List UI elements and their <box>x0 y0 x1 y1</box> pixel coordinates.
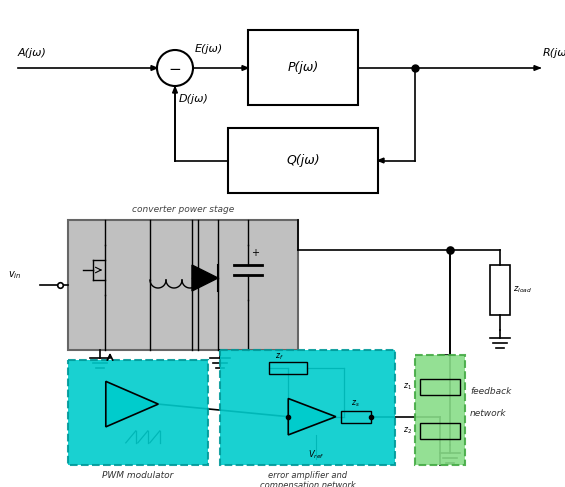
Bar <box>420 423 460 439</box>
Polygon shape <box>242 66 248 71</box>
Polygon shape <box>378 158 384 163</box>
Bar <box>341 411 371 423</box>
Text: E(jω): E(jω) <box>195 44 223 54</box>
Bar <box>68 220 298 350</box>
Text: P(jω): P(jω) <box>288 61 319 74</box>
Text: A(jω): A(jω) <box>18 48 47 58</box>
Text: error amplifier and: error amplifier and <box>268 471 347 480</box>
Bar <box>248 30 358 105</box>
Text: R(jω): R(jω) <box>543 48 565 58</box>
Text: −: − <box>168 62 181 77</box>
Text: D(jω): D(jω) <box>179 94 209 104</box>
Polygon shape <box>288 398 336 435</box>
Polygon shape <box>106 381 158 427</box>
Text: $v_{in}$: $v_{in}$ <box>8 269 21 281</box>
Text: $z_{load}$: $z_{load}$ <box>513 285 532 295</box>
Text: Q(jω): Q(jω) <box>286 154 320 167</box>
Bar <box>228 128 378 193</box>
Text: $z_1$: $z_1$ <box>403 382 412 393</box>
Text: feedback: feedback <box>470 387 511 395</box>
Text: $z_s$: $z_s$ <box>351 399 360 409</box>
Text: $V_{ref}$: $V_{ref}$ <box>308 449 324 461</box>
Polygon shape <box>192 265 218 291</box>
Text: $z_f$: $z_f$ <box>275 351 283 361</box>
Polygon shape <box>151 66 157 71</box>
Text: +: + <box>251 248 259 258</box>
Polygon shape <box>172 87 177 93</box>
Bar <box>490 265 510 315</box>
Text: converter power stage: converter power stage <box>132 205 234 214</box>
Text: $z_2$: $z_2$ <box>403 426 412 436</box>
Polygon shape <box>534 66 540 71</box>
Text: PWM modulator: PWM modulator <box>102 471 173 480</box>
Bar <box>420 379 460 395</box>
Text: compensation network: compensation network <box>260 481 355 487</box>
FancyBboxPatch shape <box>415 355 465 465</box>
FancyBboxPatch shape <box>220 350 395 465</box>
Bar <box>269 362 307 374</box>
Text: network: network <box>470 409 507 417</box>
FancyBboxPatch shape <box>68 360 208 465</box>
